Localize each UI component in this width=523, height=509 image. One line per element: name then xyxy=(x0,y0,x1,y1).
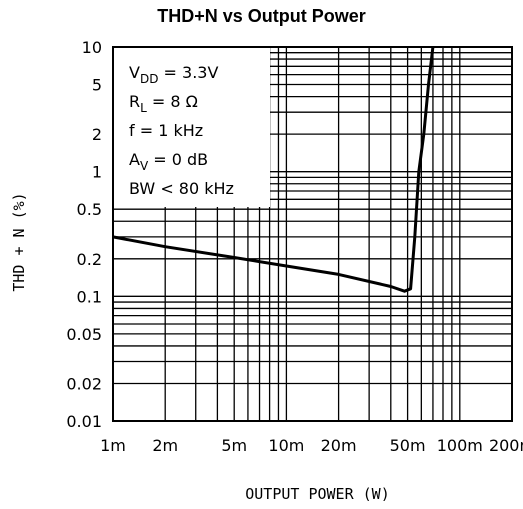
x-tick-label: 200m xyxy=(489,436,523,455)
y-tick-label: 0.5 xyxy=(77,200,102,219)
x-tick-label: 2m xyxy=(152,436,178,455)
annotation-line: BW < 80 kHz xyxy=(129,179,234,198)
annotation-text: VDD = 3.3V RL = 8 Ω f = 1 kHz AV = 0 dB BW <… xyxy=(129,63,234,198)
x-tick-label: 50m xyxy=(390,436,426,455)
annotation-line: RL = 8 Ω xyxy=(129,92,198,115)
y-tick-label: 5 xyxy=(92,76,102,95)
chart-title: THD+N vs Output Power xyxy=(157,6,366,26)
annotation-line: AV = 0 dB xyxy=(129,150,208,173)
y-tick-label: 10 xyxy=(82,38,102,57)
y-tick-labels: 0.01 0.02 0.05 0.1 0.2 0.5 1 2 5 10 xyxy=(66,38,102,431)
y-tick-label: 0.02 xyxy=(66,374,102,393)
x-tick-label: 10m xyxy=(268,436,304,455)
x-tick-labels: 1m 2m 5m 10m 20m 50m 100m 200m xyxy=(100,436,523,455)
y-tick-label: 0.05 xyxy=(66,325,102,344)
y-tick-label: 0.01 xyxy=(66,412,102,431)
thd-curve-line xyxy=(112,46,435,293)
x-tick-label: 20m xyxy=(321,436,357,455)
y-tick-label: 0.2 xyxy=(77,250,102,269)
x-tick-label: 1m xyxy=(100,436,126,455)
x-tick-label: 100m xyxy=(437,436,483,455)
y-tick-label: 0.1 xyxy=(77,287,102,306)
plot-frame xyxy=(112,46,513,422)
y-tick-label: 2 xyxy=(92,125,102,144)
y-axis-label: THD + N (%) xyxy=(10,192,28,291)
x-axis-label: OUTPUT POWER (W) xyxy=(245,485,390,503)
annotation-line: f = 1 kHz xyxy=(129,121,203,140)
y-tick-label: 1 xyxy=(92,163,102,182)
x-tick-label: 5m xyxy=(221,436,247,455)
annotation-box xyxy=(114,48,270,207)
annotation-line: VDD = 3.3V xyxy=(129,63,218,86)
